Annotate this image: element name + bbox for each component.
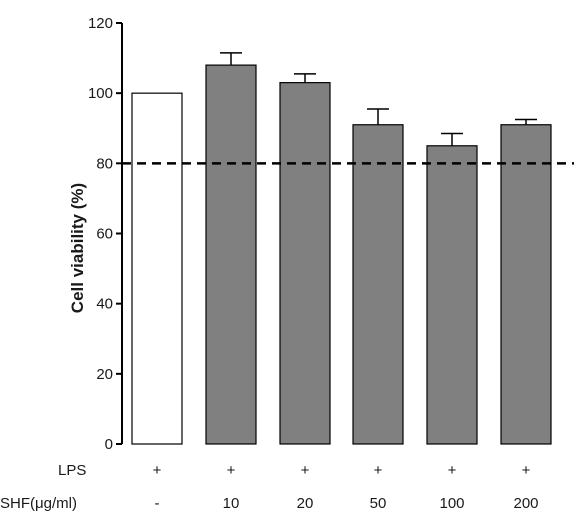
y-axis: 0 20 40 60 80 100 120 bbox=[88, 15, 123, 453]
row-cell-label: + bbox=[153, 462, 162, 479]
bar bbox=[500, 124, 552, 445]
bar bbox=[205, 64, 257, 445]
row-cell-label: + bbox=[522, 462, 531, 479]
y-tick-label: 40 bbox=[96, 296, 113, 313]
row-cell-label: 50 bbox=[370, 495, 387, 512]
row-cell-label: + bbox=[301, 462, 310, 479]
row-cell-label: + bbox=[374, 462, 383, 479]
y-tick-label: 0 bbox=[105, 436, 113, 453]
row-cell-label: - bbox=[155, 495, 160, 512]
bar bbox=[279, 82, 331, 445]
y-tick-label: 20 bbox=[96, 366, 113, 383]
row-label: SHF(μg/ml) bbox=[0, 495, 77, 512]
bar bbox=[426, 145, 478, 445]
row-label: LPS bbox=[58, 462, 86, 479]
row-cell-label: 20 bbox=[297, 495, 314, 512]
bar bbox=[131, 92, 183, 445]
y-tick-label: 120 bbox=[88, 15, 113, 32]
y-tick-label: 80 bbox=[96, 155, 113, 172]
row-cell-label: 200 bbox=[513, 495, 538, 512]
y-tick-label: 60 bbox=[96, 226, 113, 243]
bars-group bbox=[131, 52, 552, 445]
y-axis-label: Cell viability (%) bbox=[68, 183, 87, 313]
x-axis-rows: LPS + + + + + + SHF(μg/ml) - 10 20 50 100 200 bbox=[0, 462, 539, 512]
row-cell-label: 10 bbox=[223, 495, 240, 512]
row-cell-label: 100 bbox=[439, 495, 464, 512]
row-cell-label: + bbox=[227, 462, 236, 479]
row-cell-label: + bbox=[448, 462, 457, 479]
bar bbox=[352, 124, 404, 445]
y-tick-label: 100 bbox=[88, 85, 113, 102]
